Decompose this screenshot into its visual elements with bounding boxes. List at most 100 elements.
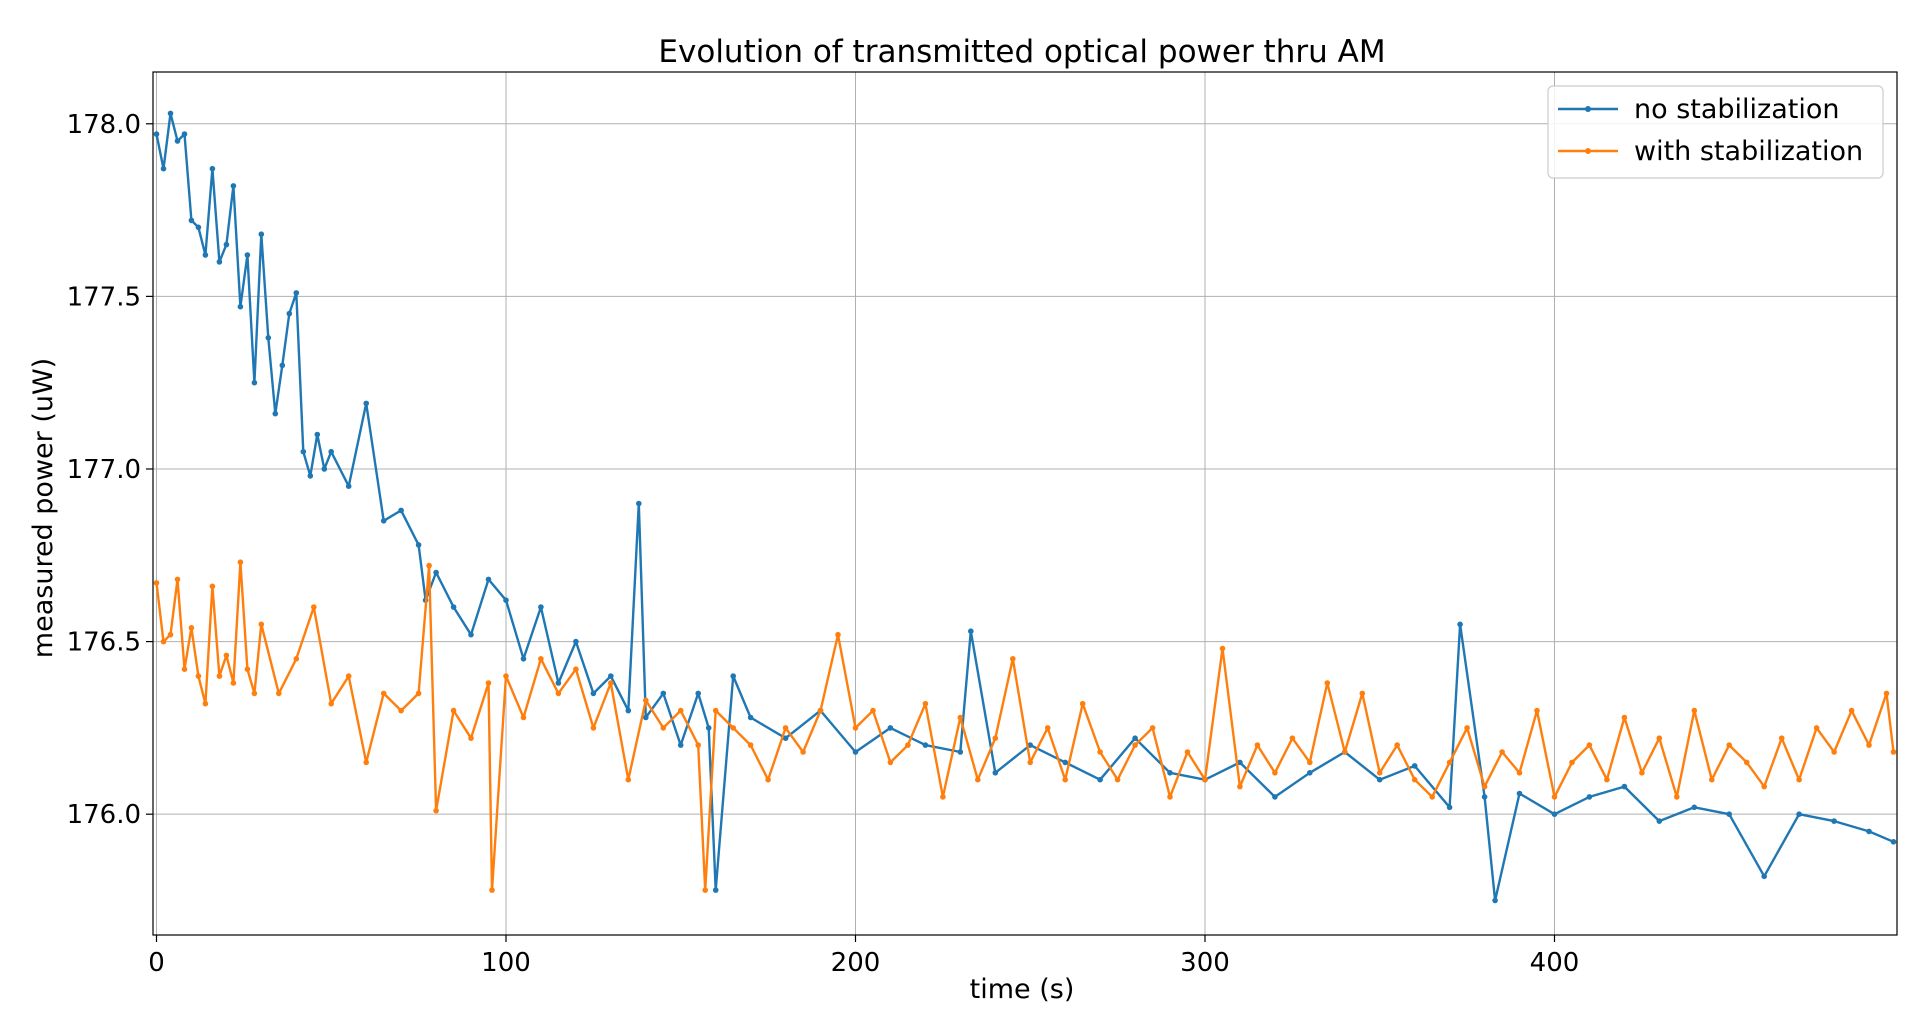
data-point	[216, 673, 223, 679]
data-point	[747, 742, 754, 748]
data-point	[957, 749, 964, 755]
data-point	[258, 231, 265, 237]
data-point	[852, 749, 859, 755]
data-point	[940, 794, 946, 800]
x-tick-label: 100	[481, 948, 531, 978]
data-point	[660, 725, 667, 731]
data-point	[237, 303, 244, 310]
data-point	[1586, 742, 1593, 748]
legend-box	[1547, 85, 1884, 179]
data-point	[276, 690, 282, 697]
data-point	[1551, 811, 1558, 817]
data-point	[1010, 656, 1016, 662]
legend-swatch-marker	[1585, 148, 1591, 154]
data-point	[244, 666, 251, 672]
data-point	[300, 448, 307, 455]
data-point	[625, 776, 632, 783]
data-point	[608, 673, 614, 679]
data-point	[573, 666, 579, 672]
data-point	[1429, 794, 1435, 800]
data-point	[852, 725, 859, 731]
data-point	[153, 131, 160, 137]
data-point	[1167, 794, 1173, 800]
data-point	[712, 707, 719, 714]
y-tick-label: 177.5	[67, 282, 141, 312]
data-point	[237, 559, 244, 565]
data-point	[468, 631, 474, 638]
data-point	[503, 673, 509, 679]
data-point	[363, 759, 370, 766]
data-point	[677, 742, 684, 748]
data-point	[520, 714, 527, 721]
data-point	[1289, 735, 1296, 741]
data-point	[230, 183, 237, 189]
data-point	[1831, 749, 1837, 755]
data-point	[625, 707, 632, 714]
data-point	[450, 604, 457, 610]
data-point	[188, 625, 195, 631]
y-tick-label: 176.0	[67, 800, 141, 830]
y-tick-label: 177.0	[67, 455, 141, 485]
data-point	[1307, 770, 1313, 776]
data-point	[747, 714, 754, 721]
data-point	[1376, 770, 1383, 776]
x-tick-label: 200	[831, 948, 881, 978]
data-point	[485, 576, 492, 583]
data-point	[1481, 794, 1488, 800]
data-point	[782, 725, 789, 731]
data-point	[167, 631, 174, 638]
data-point	[817, 707, 824, 714]
data-point	[272, 410, 279, 417]
data-point	[1272, 794, 1278, 800]
data-point	[1778, 735, 1785, 741]
data-point	[153, 580, 160, 586]
data-point	[1866, 828, 1872, 835]
data-point	[1621, 714, 1628, 721]
data-point	[1097, 776, 1103, 783]
x-tick-label: 300	[1180, 948, 1230, 978]
data-point	[1219, 645, 1226, 652]
data-point	[520, 656, 527, 662]
data-point	[1813, 725, 1820, 731]
data-point	[538, 604, 544, 610]
data-point	[426, 562, 432, 569]
data-point	[450, 707, 457, 714]
plot-frame	[152, 71, 1898, 936]
data-point	[251, 690, 258, 697]
data-point	[1499, 749, 1505, 755]
data-point	[922, 742, 929, 748]
data-point	[1656, 818, 1663, 824]
x-tick-label: 0	[148, 948, 165, 978]
data-point	[181, 131, 188, 137]
data-point	[1237, 759, 1243, 766]
data-point	[1639, 770, 1645, 776]
data-point	[209, 165, 216, 172]
y-axis-label: measured power (uW)	[28, 358, 59, 658]
data-point	[1586, 794, 1593, 800]
axis-ticks: 0 100 200 300 400 176.0 176.5 177.0 177.5 178.0	[67, 110, 1580, 978]
data-point	[160, 165, 167, 172]
data-point	[311, 604, 317, 610]
data-point	[485, 680, 492, 686]
data-point	[643, 714, 649, 721]
data-point	[712, 887, 719, 893]
data-point	[1097, 749, 1103, 755]
data-point	[202, 252, 209, 258]
y-tick-label: 178.0	[67, 110, 141, 140]
data-point	[1516, 770, 1523, 776]
data-point	[489, 887, 495, 893]
data-point	[1457, 621, 1463, 628]
data-point	[1411, 776, 1418, 783]
data-point	[1534, 707, 1540, 714]
data-point	[1551, 794, 1558, 800]
data-point	[1604, 776, 1610, 783]
data-point	[1446, 804, 1453, 811]
plot-series	[153, 110, 1897, 904]
data-point	[1866, 742, 1872, 748]
data-point	[1743, 759, 1750, 766]
data-point	[975, 776, 981, 783]
data-point	[1848, 707, 1855, 714]
data-point	[503, 597, 509, 603]
data-point	[468, 735, 474, 741]
data-point	[1621, 783, 1628, 790]
